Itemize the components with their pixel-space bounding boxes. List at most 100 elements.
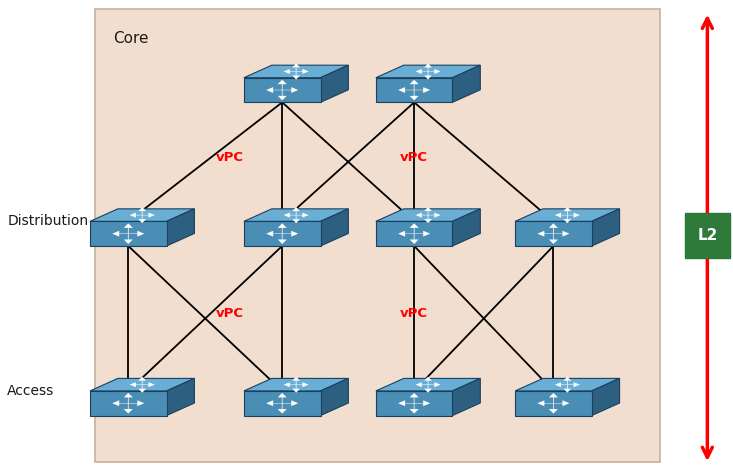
- FancyArrow shape: [139, 377, 146, 385]
- FancyArrow shape: [424, 385, 432, 393]
- FancyArrow shape: [296, 69, 309, 74]
- FancyArrow shape: [410, 403, 419, 414]
- FancyArrow shape: [549, 403, 558, 414]
- FancyArrow shape: [139, 207, 146, 215]
- FancyArrow shape: [139, 385, 146, 393]
- FancyArrow shape: [567, 382, 580, 387]
- Text: Distribution: Distribution: [7, 214, 89, 228]
- FancyArrow shape: [398, 400, 414, 406]
- Polygon shape: [515, 209, 619, 221]
- Polygon shape: [244, 221, 320, 246]
- FancyArrow shape: [112, 400, 128, 406]
- Text: vPC: vPC: [399, 307, 427, 320]
- FancyArrow shape: [278, 403, 287, 414]
- FancyArrow shape: [416, 69, 428, 74]
- FancyArrow shape: [112, 231, 128, 236]
- Text: vPC: vPC: [216, 307, 244, 320]
- FancyArrow shape: [424, 215, 432, 223]
- FancyArrow shape: [266, 231, 282, 236]
- Polygon shape: [376, 65, 480, 78]
- FancyArrow shape: [567, 212, 580, 218]
- FancyArrow shape: [424, 72, 432, 80]
- Polygon shape: [515, 221, 592, 246]
- FancyArrow shape: [292, 385, 300, 393]
- Text: vPC: vPC: [399, 151, 427, 164]
- FancyArrow shape: [549, 393, 558, 403]
- FancyArrow shape: [414, 400, 430, 406]
- FancyArrow shape: [564, 215, 571, 223]
- FancyArrow shape: [564, 385, 571, 393]
- FancyBboxPatch shape: [685, 213, 730, 258]
- FancyArrow shape: [414, 231, 430, 236]
- FancyArrow shape: [130, 212, 142, 218]
- FancyArrow shape: [139, 215, 146, 223]
- Polygon shape: [452, 378, 480, 415]
- Polygon shape: [376, 78, 452, 102]
- Polygon shape: [244, 78, 320, 102]
- FancyArrow shape: [124, 223, 133, 234]
- FancyArrow shape: [410, 223, 419, 234]
- FancyArrow shape: [555, 212, 567, 218]
- Polygon shape: [166, 209, 194, 246]
- FancyArrow shape: [128, 400, 144, 406]
- FancyArrow shape: [555, 382, 567, 387]
- Text: vPC: vPC: [216, 151, 244, 164]
- FancyArrow shape: [428, 212, 441, 218]
- Polygon shape: [515, 378, 619, 391]
- FancyArrow shape: [416, 382, 428, 387]
- FancyArrow shape: [282, 231, 298, 236]
- FancyBboxPatch shape: [95, 9, 660, 462]
- Polygon shape: [90, 391, 166, 415]
- FancyArrow shape: [410, 90, 419, 100]
- FancyArrow shape: [428, 382, 441, 387]
- Polygon shape: [244, 378, 348, 391]
- FancyArrow shape: [284, 382, 296, 387]
- FancyArrow shape: [278, 80, 287, 90]
- FancyArrow shape: [410, 234, 419, 244]
- Polygon shape: [244, 391, 320, 415]
- FancyArrow shape: [296, 212, 309, 218]
- FancyArrow shape: [564, 207, 571, 215]
- FancyArrow shape: [537, 400, 553, 406]
- FancyArrow shape: [416, 212, 428, 218]
- Polygon shape: [592, 378, 619, 415]
- Polygon shape: [592, 209, 619, 246]
- FancyArrow shape: [130, 382, 142, 387]
- Polygon shape: [166, 378, 194, 415]
- FancyArrow shape: [278, 393, 287, 403]
- FancyArrow shape: [292, 72, 300, 80]
- FancyArrow shape: [266, 87, 282, 93]
- Polygon shape: [320, 209, 348, 246]
- FancyArrow shape: [124, 234, 133, 244]
- FancyArrow shape: [282, 400, 298, 406]
- FancyArrow shape: [553, 231, 570, 236]
- FancyArrow shape: [292, 207, 300, 215]
- Polygon shape: [90, 221, 166, 246]
- FancyArrow shape: [549, 223, 558, 234]
- FancyArrow shape: [142, 212, 155, 218]
- FancyArrow shape: [124, 393, 133, 403]
- FancyArrow shape: [398, 231, 414, 236]
- FancyArrow shape: [278, 234, 287, 244]
- FancyArrow shape: [284, 212, 296, 218]
- FancyArrow shape: [266, 400, 282, 406]
- Text: Access: Access: [7, 384, 54, 398]
- FancyArrow shape: [410, 80, 419, 90]
- FancyArrow shape: [564, 377, 571, 385]
- Polygon shape: [452, 65, 480, 102]
- Polygon shape: [320, 65, 348, 102]
- FancyArrow shape: [424, 377, 432, 385]
- FancyArrow shape: [424, 64, 432, 72]
- FancyArrow shape: [410, 393, 419, 403]
- Polygon shape: [452, 209, 480, 246]
- Polygon shape: [90, 378, 194, 391]
- Polygon shape: [320, 378, 348, 415]
- FancyArrow shape: [296, 382, 309, 387]
- Polygon shape: [90, 209, 194, 221]
- FancyArrow shape: [398, 87, 414, 93]
- FancyArrow shape: [278, 90, 287, 100]
- Polygon shape: [376, 209, 480, 221]
- Text: Core: Core: [114, 31, 149, 46]
- FancyArrow shape: [292, 215, 300, 223]
- FancyArrow shape: [124, 403, 133, 414]
